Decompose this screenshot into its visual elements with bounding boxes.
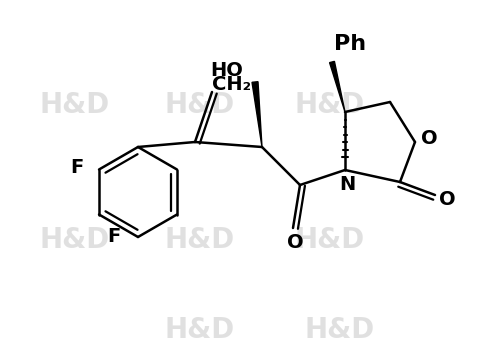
Text: H&D: H&D — [165, 91, 235, 119]
Text: F: F — [107, 228, 121, 247]
Text: H&D: H&D — [165, 226, 235, 254]
Polygon shape — [252, 82, 262, 147]
Text: N: N — [339, 175, 355, 194]
Text: O: O — [421, 129, 437, 148]
Text: H&D: H&D — [305, 316, 375, 344]
Text: H&D: H&D — [165, 316, 235, 344]
Text: CH₂: CH₂ — [212, 75, 251, 94]
Text: HO: HO — [210, 60, 244, 80]
Text: H&D: H&D — [40, 91, 110, 119]
Text: H&D: H&D — [40, 226, 110, 254]
Text: H&D: H&D — [295, 226, 365, 254]
Polygon shape — [330, 61, 345, 112]
Text: O: O — [287, 233, 303, 252]
Text: H&D: H&D — [295, 91, 365, 119]
Text: O: O — [439, 189, 455, 208]
Text: Ph: Ph — [334, 34, 366, 54]
Text: F: F — [70, 158, 84, 177]
